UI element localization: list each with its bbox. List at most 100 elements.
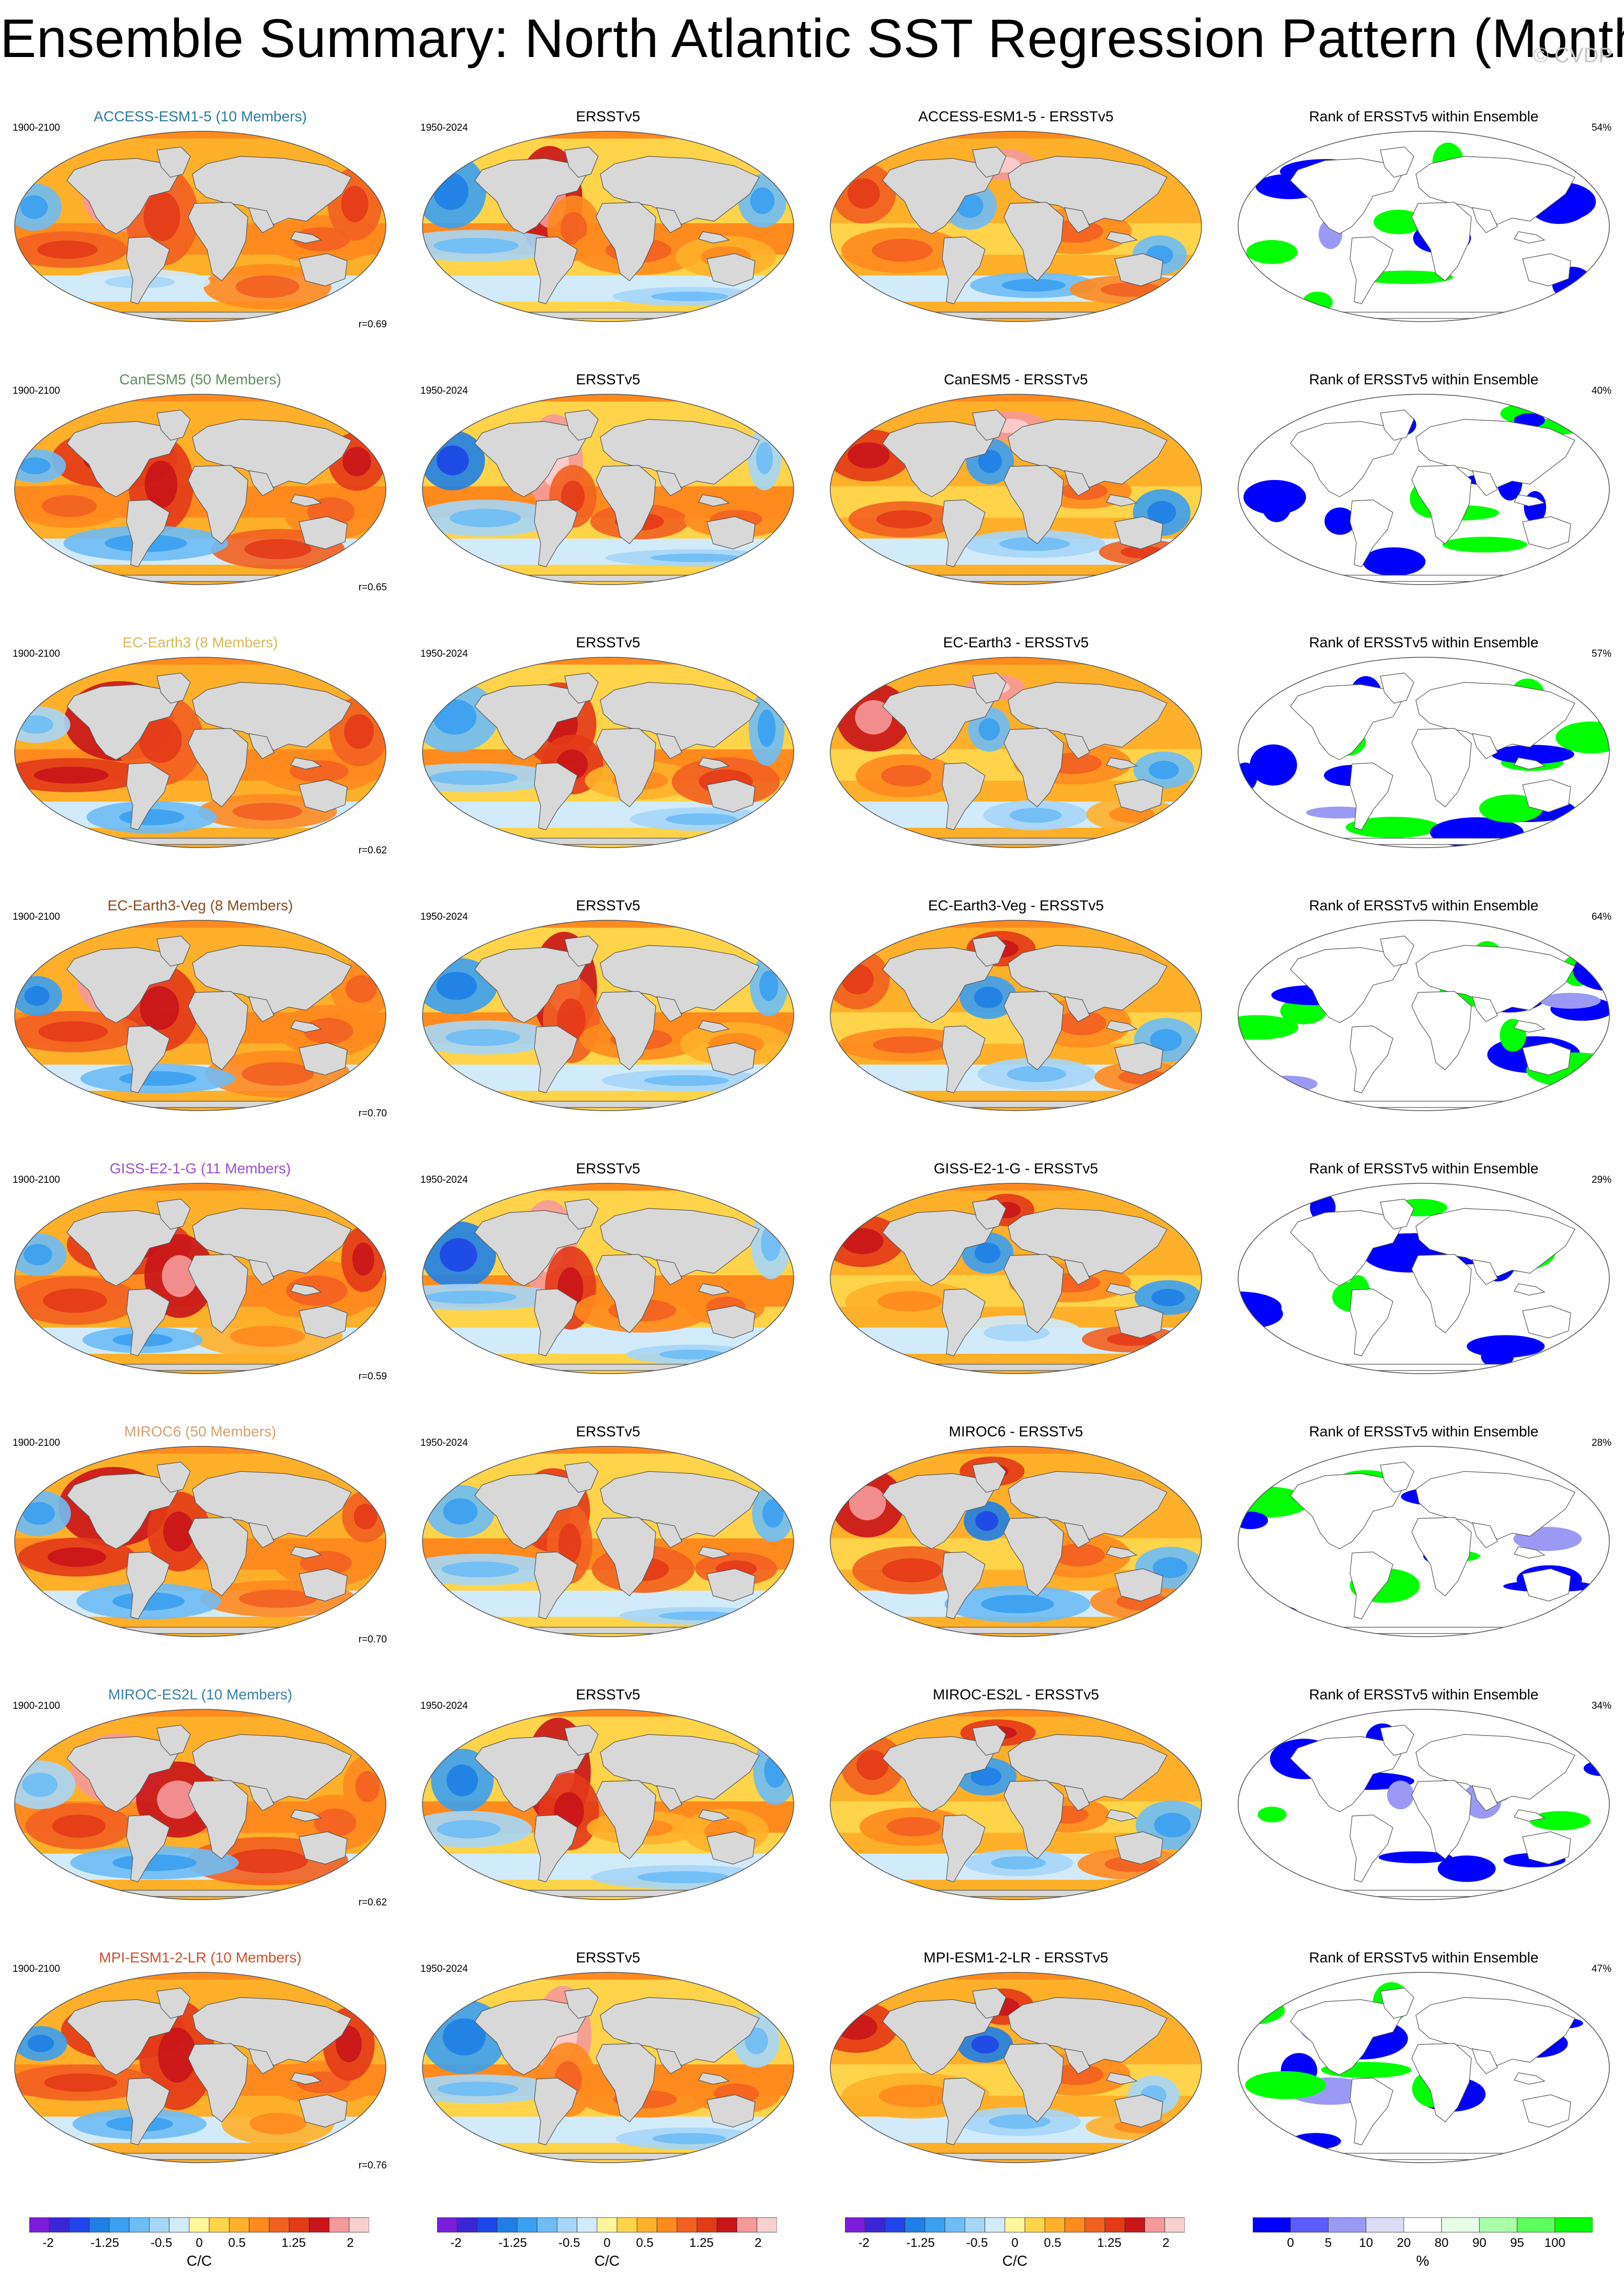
colorbar-swatch	[737, 2217, 758, 2233]
rank-title: Rank of ERSSTv5 within Ensemble	[1309, 1949, 1539, 1966]
model-title: ACCESS-ESM1-5 (10 Members)	[94, 108, 307, 124]
difference-title: MIROC-ES2L - ERSSTv5	[933, 1686, 1099, 1703]
map-panel: MIROC6 - ERSSTv5	[825, 1422, 1207, 1658]
colorbar-swatch	[696, 2217, 717, 2233]
period-label: 1950-2024	[420, 1437, 468, 1448]
map-panel: CanESM5 - ERSSTv5	[825, 370, 1207, 606]
world-map	[422, 1709, 794, 1900]
colorbar-swatch	[1403, 2217, 1442, 2233]
colorbar-swatch	[657, 2217, 678, 2233]
pattern-correlation: r=0.62	[358, 845, 387, 856]
map-panel: ERSSTv5 1950-2024	[417, 1159, 799, 1395]
colorbar-swatch	[677, 2217, 697, 2233]
colorbar-swatch	[29, 2217, 50, 2233]
world-map	[1238, 920, 1610, 1111]
colorbar-swatch	[169, 2217, 190, 2233]
map-panel: MIROC-ES2L (10 Members) 1900-2100 r=0.62	[9, 1685, 391, 1921]
world-map	[14, 1709, 386, 1900]
map-panel: GISS-E2-1-G (11 Members) 1900-2100 r=0.59	[9, 1159, 391, 1395]
rank-title: Rank of ERSSTv5 within Ensemble	[1309, 1160, 1539, 1177]
colorbar-swatch	[616, 2217, 637, 2233]
world-map	[1238, 1709, 1610, 1900]
map-panel: CanESM5 (50 Members) 1900-2100 r=0.65	[9, 370, 391, 606]
world-map	[1238, 657, 1610, 848]
page-title: Ensemble Summary: North Atlantic SST Reg…	[0, 8, 1624, 69]
difference-title: EC-Earth3-Veg - ERSSTv5	[928, 897, 1104, 913]
difference-title: MIROC6 - ERSSTv5	[948, 1423, 1083, 1440]
period-label: 1900-2100	[13, 1963, 60, 1974]
model-title: MPI-ESM1-2-LR (10 Members)	[99, 1949, 302, 1966]
world-map	[14, 394, 386, 585]
map-panel: ERSSTv5 1950-2024	[417, 633, 799, 869]
period-label: 1900-2100	[13, 911, 60, 922]
pattern-correlation: r=0.59	[358, 1371, 387, 1382]
colorbar-swatch	[577, 2217, 598, 2233]
period-label: 1900-2100	[13, 122, 60, 133]
map-panel: MPI-ESM1-2-LR - ERSSTv5	[825, 1948, 1207, 2184]
map-panel: Rank of ERSSTv5 within Ensemble 29%	[1233, 1159, 1615, 1395]
map-panel: Rank of ERSSTv5 within Ensemble 57%	[1233, 633, 1615, 869]
colorbar-swatch	[965, 2217, 986, 2233]
world-map	[830, 1446, 1202, 1637]
colorbar-swatch	[1084, 2217, 1105, 2233]
period-label: 1900-2100	[13, 1437, 60, 1448]
colorbar-swatch	[1554, 2217, 1593, 2233]
colorbar-tick-label: 2	[347, 2236, 354, 2250]
model-title: MIROC-ES2L (10 Members)	[108, 1686, 293, 1703]
colorbar-swatch	[69, 2217, 90, 2233]
colorbar-swatch	[249, 2217, 270, 2233]
colorbar-units: C/C	[594, 2253, 620, 2269]
pattern-correlation: r=0.69	[358, 319, 387, 330]
colorbar-tick-label: 1.25	[281, 2236, 306, 2250]
colorbar-scale	[845, 2217, 1185, 2233]
colorbar-swatch	[308, 2217, 329, 2233]
colorbar-swatch	[1145, 2217, 1165, 2233]
rank-percent: 40%	[1591, 385, 1611, 396]
pattern-correlation: r=0.70	[358, 1108, 387, 1119]
colorbar-scale	[29, 2217, 369, 2233]
world-map	[14, 657, 386, 848]
rank-title: Rank of ERSSTv5 within Ensemble	[1309, 108, 1539, 124]
pattern-correlation: r=0.70	[358, 1634, 387, 1645]
colorbar-swatch	[1441, 2217, 1480, 2233]
colorbar-swatch	[757, 2217, 777, 2233]
period-label: 1900-2100	[13, 385, 60, 396]
colorbar-swatch	[536, 2217, 557, 2233]
colorbar-swatch	[109, 2217, 130, 2233]
map-panel: Rank of ERSSTv5 within Ensemble 28%	[1233, 1422, 1615, 1658]
colorbar-units: C/C	[186, 2253, 212, 2269]
colorbar-tick-label: -0.5	[151, 2236, 173, 2250]
colorbar-tick-label: -1.25	[90, 2236, 119, 2250]
difference-title: CanESM5 - ERSSTv5	[944, 371, 1088, 387]
colorbar-swatch	[209, 2217, 230, 2233]
colorbar-swatch	[129, 2217, 150, 2233]
pattern-correlation: r=0.65	[358, 582, 387, 593]
colorbar-swatch	[944, 2217, 965, 2233]
colorbar-swatch	[349, 2217, 369, 2233]
map-panel: ERSSTv5 1950-2024	[417, 1948, 799, 2184]
map-panel: EC-Earth3 (8 Members) 1900-2100 r=0.62	[9, 633, 391, 869]
model-title: CanESM5 (50 Members)	[119, 371, 281, 387]
watermark: © CVDP	[1533, 44, 1612, 67]
period-label: 1950-2024	[420, 1963, 468, 1974]
obs-title: ERSSTv5	[576, 371, 641, 387]
map-panel: Rank of ERSSTv5 within Ensemble 40%	[1233, 370, 1615, 606]
colorbar-swatch	[456, 2217, 477, 2233]
map-panel: EC-Earth3-Veg - ERSSTv5	[825, 896, 1207, 1132]
colorbar-swatch	[1290, 2217, 1329, 2233]
colorbar-swatch	[269, 2217, 290, 2233]
colorbar-swatch	[885, 2217, 906, 2233]
colorbar-swatch	[1004, 2217, 1025, 2233]
colorbar-swatch	[1517, 2217, 1556, 2233]
colorbar-tick-label: -2	[450, 2236, 462, 2250]
obs-title: ERSSTv5	[576, 1949, 641, 1966]
world-map	[1238, 1972, 1610, 2163]
rank-title: Rank of ERSSTv5 within Ensemble	[1309, 1686, 1539, 1703]
colorbar-swatch	[497, 2217, 518, 2233]
map-panel: ERSSTv5 1950-2024	[417, 370, 799, 606]
colorbar-tick-label: 0.5	[1044, 2236, 1061, 2250]
map-panel: Rank of ERSSTv5 within Ensemble 64%	[1233, 896, 1615, 1132]
colorbar-swatch	[597, 2217, 617, 2233]
world-map	[830, 1709, 1202, 1900]
map-panel: EC-Earth3-Veg (8 Members) 1900-2100 r=0.70	[9, 896, 391, 1132]
